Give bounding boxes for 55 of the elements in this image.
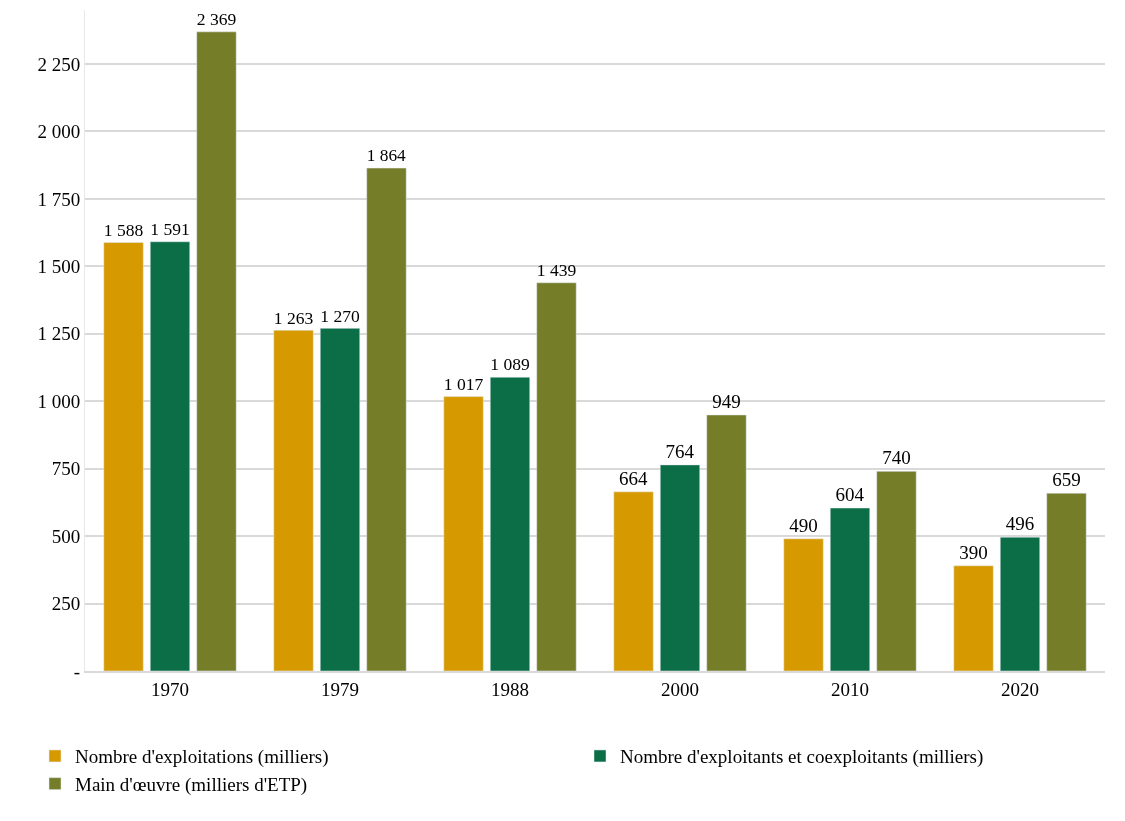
legend-label: Main d'œuvre (milliers d'ETP) (75, 774, 308, 797)
data-label: 1 263 (273, 307, 314, 328)
bar (366, 167, 407, 671)
bar (196, 31, 237, 671)
y-tick-label: 1 500 (37, 255, 81, 277)
bar (536, 282, 577, 671)
bar (783, 538, 824, 671)
bar (320, 328, 360, 671)
x-tick-label: 1970 (151, 678, 189, 700)
legend-label: Nombre d'exploitations (milliers) (75, 746, 329, 769)
bar (273, 330, 314, 671)
data-label: 764 (665, 440, 695, 462)
data-label: 1 864 (366, 146, 407, 166)
y-tick-label: 500 (51, 525, 81, 547)
data-label: 496 (1005, 513, 1035, 535)
x-tick-label: 1979 (321, 678, 359, 700)
y-tick-label: - (73, 660, 81, 682)
bar (953, 565, 994, 671)
data-label: 659 (1052, 469, 1081, 491)
data-label: 604 (835, 484, 865, 506)
y-tick-label: 1 250 (37, 323, 81, 345)
x-tick-label: 2000 (661, 678, 699, 700)
data-label: 664 (619, 467, 649, 489)
x-tick-label: 2020 (1001, 678, 1039, 700)
data-label: 740 (882, 447, 911, 469)
data-label: 1 017 (443, 373, 484, 394)
data-label: 1 270 (320, 305, 360, 326)
data-label: 1 591 (150, 219, 190, 240)
y-tick-label: 2 000 (37, 121, 81, 143)
y-tick-label: 750 (51, 458, 81, 480)
bar (103, 242, 144, 671)
x-tick-label: 1988 (491, 678, 529, 700)
y-tick-label: 250 (51, 593, 81, 615)
bar (876, 471, 917, 671)
data-label: 1 439 (536, 260, 577, 281)
data-label: 949 (712, 390, 741, 412)
bar (706, 414, 747, 671)
bar (443, 396, 484, 671)
bar (490, 376, 530, 671)
data-label: 2 369 (196, 9, 237, 30)
data-label: 490 (789, 514, 818, 536)
bar (613, 491, 654, 671)
x-tick-label: 2010 (831, 678, 869, 700)
legend-label: Nombre d'exploitants et coexploitants (milliers) (620, 746, 984, 769)
data-label: 1 588 (103, 219, 144, 240)
y-tick-label: 1 750 (37, 188, 81, 210)
data-label: 1 089 (490, 354, 530, 375)
y-tick-label: 2 250 (37, 53, 81, 75)
y-tick-label: 1 000 (37, 390, 81, 412)
bar (660, 464, 700, 671)
bar (150, 241, 190, 671)
data-label: 390 (959, 541, 988, 563)
bar (830, 507, 870, 671)
bar (1000, 536, 1040, 671)
bar (1046, 492, 1087, 671)
